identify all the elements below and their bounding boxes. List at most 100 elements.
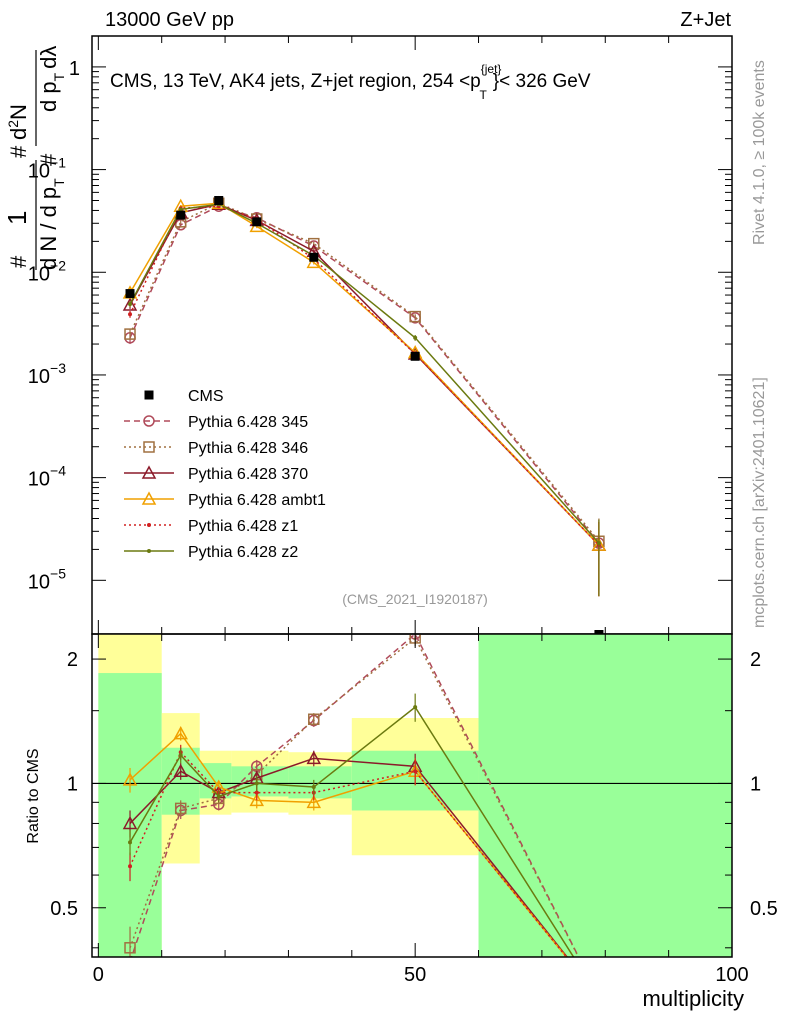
legend-entry: Pythia 6.428 346 — [124, 440, 308, 457]
ratio-point-marker — [128, 840, 133, 845]
legend-label: Pythia 6.428 z1 — [188, 518, 298, 535]
series-point-marker — [122, 297, 138, 311]
main-panel: CMS, 13 TeV, AK4 jets, Z+jet region, 254… — [28, 35, 733, 639]
legend-marker — [143, 441, 155, 453]
legend-entry: Pythia 6.428 z2 — [124, 544, 298, 561]
ratio-axis-ticks: 0.5 0.5 1 1 2 2 0 50 100 — [50, 634, 778, 986]
series-point-marker — [308, 237, 320, 250]
ratio-ytick-label-right: 1 — [750, 773, 761, 795]
legend-label: Pythia 6.428 346 — [188, 440, 308, 457]
x-axis-label: multiplicity — [643, 986, 744, 1011]
series-point-marker — [409, 310, 421, 323]
ratio-point-marker — [174, 802, 187, 815]
ylabel-hash-3: # — [36, 153, 61, 166]
legend-entry: Pythia 6.428 370 — [124, 465, 308, 483]
legend-label: Pythia 6.428 345 — [188, 414, 308, 431]
ratio-ytick-label: 1 — [67, 773, 78, 795]
header-process-label: 13000 GeV pp — [105, 9, 234, 31]
ratio-series-5 — [128, 693, 575, 957]
series-point-marker — [178, 207, 183, 212]
main-title: CMS, 13 TeV, AK4 jets, Z+jet region, 254… — [110, 62, 591, 102]
ratio-point-marker — [216, 794, 221, 799]
ratio-frame — [91, 633, 733, 958]
rivet-version-label: Rivet 4.1.0, ≥ 100k events — [751, 60, 768, 245]
ylabel-numerator: d2N — [5, 104, 31, 140]
ylabel-denominator: d N / d pT — [36, 178, 67, 270]
ylabel-denominator-2: d pTdλ — [36, 46, 67, 112]
legend-entry: CMS — [144, 388, 224, 405]
legend-entry: Pythia 6.428 345 — [124, 414, 308, 431]
ratio-point-marker — [173, 726, 188, 740]
cms-data-point — [214, 195, 224, 205]
legend: CMS Pythia 6.428 345 Pythia 6.428 346 Pythi… — [124, 388, 326, 561]
ratio-point-marker — [254, 790, 259, 795]
ylabel-one: 1 — [2, 211, 32, 225]
ratio-point-marker — [128, 864, 133, 869]
main-ytick-label: 1 — [69, 58, 80, 80]
main-title-sub: T — [479, 88, 487, 102]
ratio-point-marker — [178, 753, 183, 758]
header-channel-label: Z+Jet — [680, 9, 731, 31]
legend-label: Pythia 6.428 ambt1 — [188, 492, 326, 509]
ratio-bands — [92, 634, 732, 957]
ratio-point-marker — [122, 815, 138, 830]
main-axis-ticks: 10−5 10−4 10−3 10−2 10−1 1 — [28, 35, 733, 634]
legend-entry: Pythia 6.428 ambt1 — [124, 491, 326, 509]
x-tick-label: 0 — [93, 964, 104, 986]
series-point-marker — [128, 312, 133, 317]
main-title-sup: {jet} — [481, 62, 502, 76]
ratio-point-marker — [413, 769, 418, 774]
ratio-point-marker — [254, 781, 259, 786]
ratio-ytick-label-right: 2 — [750, 649, 761, 671]
ratio-point-marker — [173, 763, 188, 778]
ratio-panel: 0.5 0.5 1 1 2 2 0 50 100 Ratio to CMS multiplici… — [25, 633, 778, 1011]
main-title-suffix: }< 326 GeV — [493, 71, 591, 92]
cms-data-point — [410, 351, 420, 361]
main-ylabel: # 1 d N / d pT # d2N d pTdλ # — [2, 46, 67, 270]
ylabel-hash-2: # — [6, 145, 31, 158]
series-point-marker — [413, 335, 418, 340]
legend-label: CMS — [188, 388, 224, 405]
main-ytick-label: 10−5 — [28, 565, 66, 593]
source-label: mcplots.cern.ch [arXiv:2401.10621] — [751, 377, 768, 628]
ratio-point-marker — [306, 750, 322, 765]
ratio-point-marker — [124, 942, 136, 954]
x-tick-label: 50 — [404, 964, 426, 986]
series-point-marker — [596, 541, 601, 546]
ratio-point-marker — [308, 713, 320, 726]
ratio-ytick-label: 0.5 — [50, 898, 78, 920]
legend-marker — [143, 415, 155, 427]
legend-marker — [141, 465, 157, 479]
ratio-point-marker — [122, 772, 138, 786]
main-ytick-label: 10−1 — [28, 155, 66, 183]
legend-swatch — [144, 390, 154, 400]
main-series-group — [122, 195, 607, 639]
analysis-id-label: (CMS_2021_I1920187) — [342, 591, 488, 607]
series-point-marker — [306, 254, 322, 269]
ratio-point-marker — [311, 785, 316, 790]
uncertainty-band-inner — [231, 766, 289, 797]
series-point-marker — [124, 328, 136, 340]
legend-marker — [147, 549, 151, 553]
x-tick-label: 100 — [715, 964, 748, 986]
ratio-ytick-label: 2 — [67, 649, 78, 671]
legend-entry: Pythia 6.428 z1 — [124, 518, 298, 535]
ratio-ylabel: Ratio to CMS — [25, 748, 42, 843]
ratio-point-marker — [249, 792, 265, 807]
ratio-point-marker — [413, 705, 418, 710]
series-point-marker — [128, 302, 133, 307]
main-title-prefix: CMS, 13 TeV, AK4 jets, Z+jet region, 254… — [110, 71, 481, 92]
cms-data-point — [309, 252, 319, 262]
legend-label: Pythia 6.428 z2 — [188, 544, 298, 561]
main-ytick-label: 10−3 — [28, 360, 66, 388]
main-ytick-label: 10−2 — [28, 257, 66, 285]
ylabel-hash-1: # — [6, 255, 31, 268]
series-line — [129, 202, 600, 542]
legend-marker — [141, 491, 157, 505]
cms-data-point — [176, 210, 186, 220]
cms-data-point — [125, 289, 135, 299]
uncertainty-band-inner — [478, 634, 732, 957]
legend-marker — [147, 523, 151, 527]
cms-data-point — [252, 217, 262, 227]
